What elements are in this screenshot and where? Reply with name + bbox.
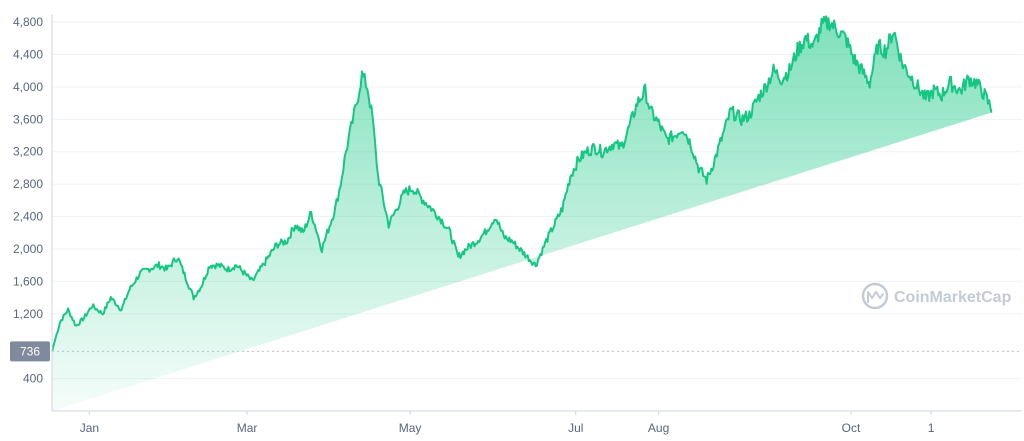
x-tick-label: Jan — [80, 421, 99, 435]
y-tick-label: 2,400 — [13, 210, 43, 224]
watermark-text: CoinMarketCap — [894, 289, 1012, 306]
y-tick-label: 1,200 — [13, 307, 43, 321]
open-price-marker: 736 — [10, 341, 1022, 362]
y-tick-label: 4,000 — [13, 80, 43, 94]
x-tick-label: Mar — [237, 421, 258, 435]
y-tick-label: 3,200 — [13, 145, 43, 159]
y-tick-label: 4,400 — [13, 48, 43, 62]
x-tick-label: Jul — [568, 421, 583, 435]
price-area-fill — [52, 16, 992, 412]
open-price-badge — [10, 341, 50, 362]
y-axis-ticks: 400 1,200 1,600 2,000 2,400 2,800 3,200 3,600 4,… — [13, 15, 43, 385]
y-tick-label: 2,000 — [13, 242, 43, 256]
open-price-label: 736 — [20, 344, 40, 358]
y-tick-label: 400 — [23, 372, 43, 386]
axes — [51, 14, 1022, 412]
x-tick-label: 1 — [928, 421, 935, 435]
x-tick-label: Aug — [648, 421, 669, 435]
price-line — [51, 15, 993, 352]
x-axis-ticks: Jan Mar May Jul Aug Oct 1 — [80, 411, 935, 435]
x-tick-label: Oct — [842, 421, 861, 435]
x-tick-label: May — [399, 421, 422, 435]
watermark: CoinMarketCap — [861, 282, 1012, 310]
y-tick-label: 4,800 — [13, 15, 43, 29]
coinmarketcap-logo-icon — [861, 282, 889, 310]
y-tick-label: 1,600 — [13, 274, 43, 288]
y-tick-label: 3,600 — [13, 112, 43, 126]
price-area — [51, 15, 993, 412]
y-tick-label: 2,800 — [13, 177, 43, 191]
